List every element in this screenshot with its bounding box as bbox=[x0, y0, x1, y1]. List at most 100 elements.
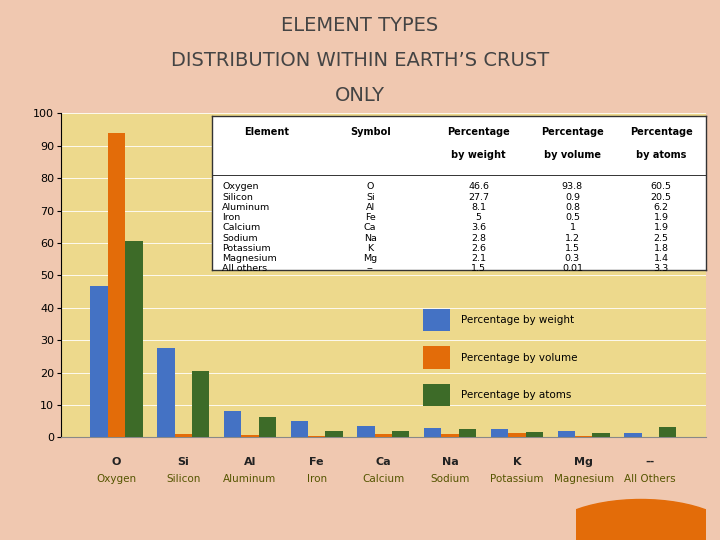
Text: Si: Si bbox=[177, 457, 189, 467]
Bar bbox=[291, 421, 308, 437]
Text: ONLY: ONLY bbox=[335, 86, 385, 105]
Text: 2.6: 2.6 bbox=[471, 244, 486, 253]
Bar bbox=[508, 433, 526, 437]
Text: 1.9: 1.9 bbox=[654, 224, 669, 232]
Bar bbox=[224, 411, 241, 437]
Text: Magnesium: Magnesium bbox=[554, 474, 613, 483]
Text: 1.4: 1.4 bbox=[654, 254, 669, 263]
Text: Potassium: Potassium bbox=[490, 474, 544, 483]
Text: Iron: Iron bbox=[307, 474, 327, 483]
Text: Percentage by volume: Percentage by volume bbox=[462, 353, 578, 362]
Bar bbox=[557, 430, 575, 437]
Text: 93.8: 93.8 bbox=[562, 183, 583, 191]
Text: Percentage by weight: Percentage by weight bbox=[462, 315, 575, 325]
Bar bbox=[423, 383, 451, 406]
Bar bbox=[423, 346, 451, 369]
Bar bbox=[424, 428, 441, 437]
Bar bbox=[308, 436, 325, 437]
Text: Ca: Ca bbox=[364, 224, 377, 232]
Text: 2.5: 2.5 bbox=[654, 234, 669, 242]
Text: Al: Al bbox=[244, 457, 256, 467]
Bar bbox=[491, 429, 508, 437]
Text: K: K bbox=[367, 244, 373, 253]
Bar bbox=[392, 431, 410, 437]
Bar bbox=[593, 433, 610, 437]
Bar bbox=[659, 427, 676, 437]
Text: 1.9: 1.9 bbox=[654, 213, 669, 222]
Text: Percentage by atoms: Percentage by atoms bbox=[462, 390, 572, 400]
Bar bbox=[325, 431, 343, 437]
Text: Sodium: Sodium bbox=[431, 474, 470, 483]
Text: Percentage: Percentage bbox=[630, 127, 693, 137]
Text: 0.8: 0.8 bbox=[565, 203, 580, 212]
Text: All Others: All Others bbox=[624, 474, 676, 483]
Text: Element: Element bbox=[244, 127, 289, 137]
Text: Calcium: Calcium bbox=[362, 474, 405, 483]
Text: Na: Na bbox=[442, 457, 459, 467]
Text: 0.01: 0.01 bbox=[562, 265, 583, 273]
Text: Percentage: Percentage bbox=[447, 127, 510, 137]
Text: 20.5: 20.5 bbox=[651, 193, 672, 201]
Text: Mg: Mg bbox=[363, 254, 377, 263]
Text: Magnesium: Magnesium bbox=[222, 254, 277, 263]
Text: O: O bbox=[112, 457, 121, 467]
Bar bbox=[374, 434, 392, 437]
Bar bbox=[441, 434, 459, 437]
Text: Fe: Fe bbox=[365, 213, 376, 222]
Text: Symbol: Symbol bbox=[350, 127, 390, 137]
Text: 2.1: 2.1 bbox=[471, 254, 486, 263]
Text: 1.5: 1.5 bbox=[471, 265, 486, 273]
Text: 27.7: 27.7 bbox=[468, 193, 489, 201]
Text: by volume: by volume bbox=[544, 150, 601, 160]
Text: 46.6: 46.6 bbox=[468, 183, 489, 191]
Text: 1.8: 1.8 bbox=[654, 244, 669, 253]
Bar bbox=[258, 417, 276, 437]
Text: 0.5: 0.5 bbox=[565, 213, 580, 222]
Bar bbox=[526, 431, 543, 437]
Text: Mg: Mg bbox=[574, 457, 593, 467]
Bar bbox=[125, 241, 143, 437]
Text: Aluminum: Aluminum bbox=[222, 203, 271, 212]
Text: DISTRIBUTION WITHIN EARTH’S CRUST: DISTRIBUTION WITHIN EARTH’S CRUST bbox=[171, 51, 549, 70]
Bar bbox=[192, 371, 210, 437]
Bar bbox=[459, 429, 476, 437]
Text: Sodium: Sodium bbox=[222, 234, 258, 242]
Text: Si: Si bbox=[366, 193, 374, 201]
Text: Silicon: Silicon bbox=[222, 193, 253, 201]
Text: --: -- bbox=[646, 457, 655, 467]
Text: by atoms: by atoms bbox=[636, 150, 686, 160]
Circle shape bbox=[544, 500, 720, 540]
Text: 0.3: 0.3 bbox=[565, 254, 580, 263]
Text: by weight: by weight bbox=[451, 150, 506, 160]
Text: Potassium: Potassium bbox=[222, 244, 271, 253]
Text: 3.6: 3.6 bbox=[471, 224, 486, 232]
Bar bbox=[108, 133, 125, 437]
Bar bbox=[241, 435, 258, 437]
Text: Calcium: Calcium bbox=[222, 224, 261, 232]
Text: Silicon: Silicon bbox=[166, 474, 200, 483]
Text: Aluminum: Aluminum bbox=[223, 474, 276, 483]
Text: 8.1: 8.1 bbox=[471, 203, 486, 212]
Text: Fe: Fe bbox=[310, 457, 324, 467]
Text: Na: Na bbox=[364, 234, 377, 242]
Text: 5: 5 bbox=[476, 213, 482, 222]
Bar bbox=[624, 433, 642, 437]
Text: 60.5: 60.5 bbox=[651, 183, 672, 191]
Text: Percentage: Percentage bbox=[541, 127, 604, 137]
Text: Ca: Ca bbox=[376, 457, 391, 467]
Text: Iron: Iron bbox=[222, 213, 240, 222]
Bar bbox=[91, 286, 108, 437]
Text: Oxygen: Oxygen bbox=[96, 474, 137, 483]
Text: 1.5: 1.5 bbox=[565, 244, 580, 253]
Text: --: -- bbox=[367, 265, 374, 273]
Bar bbox=[357, 426, 374, 437]
Text: K: K bbox=[513, 457, 521, 467]
Text: 1.2: 1.2 bbox=[565, 234, 580, 242]
Text: Oxygen: Oxygen bbox=[222, 183, 258, 191]
Bar bbox=[157, 348, 174, 437]
Text: 2.8: 2.8 bbox=[471, 234, 486, 242]
Text: Al: Al bbox=[366, 203, 375, 212]
Text: 3.3: 3.3 bbox=[654, 265, 669, 273]
Bar bbox=[575, 436, 593, 437]
Text: 1: 1 bbox=[570, 224, 575, 232]
